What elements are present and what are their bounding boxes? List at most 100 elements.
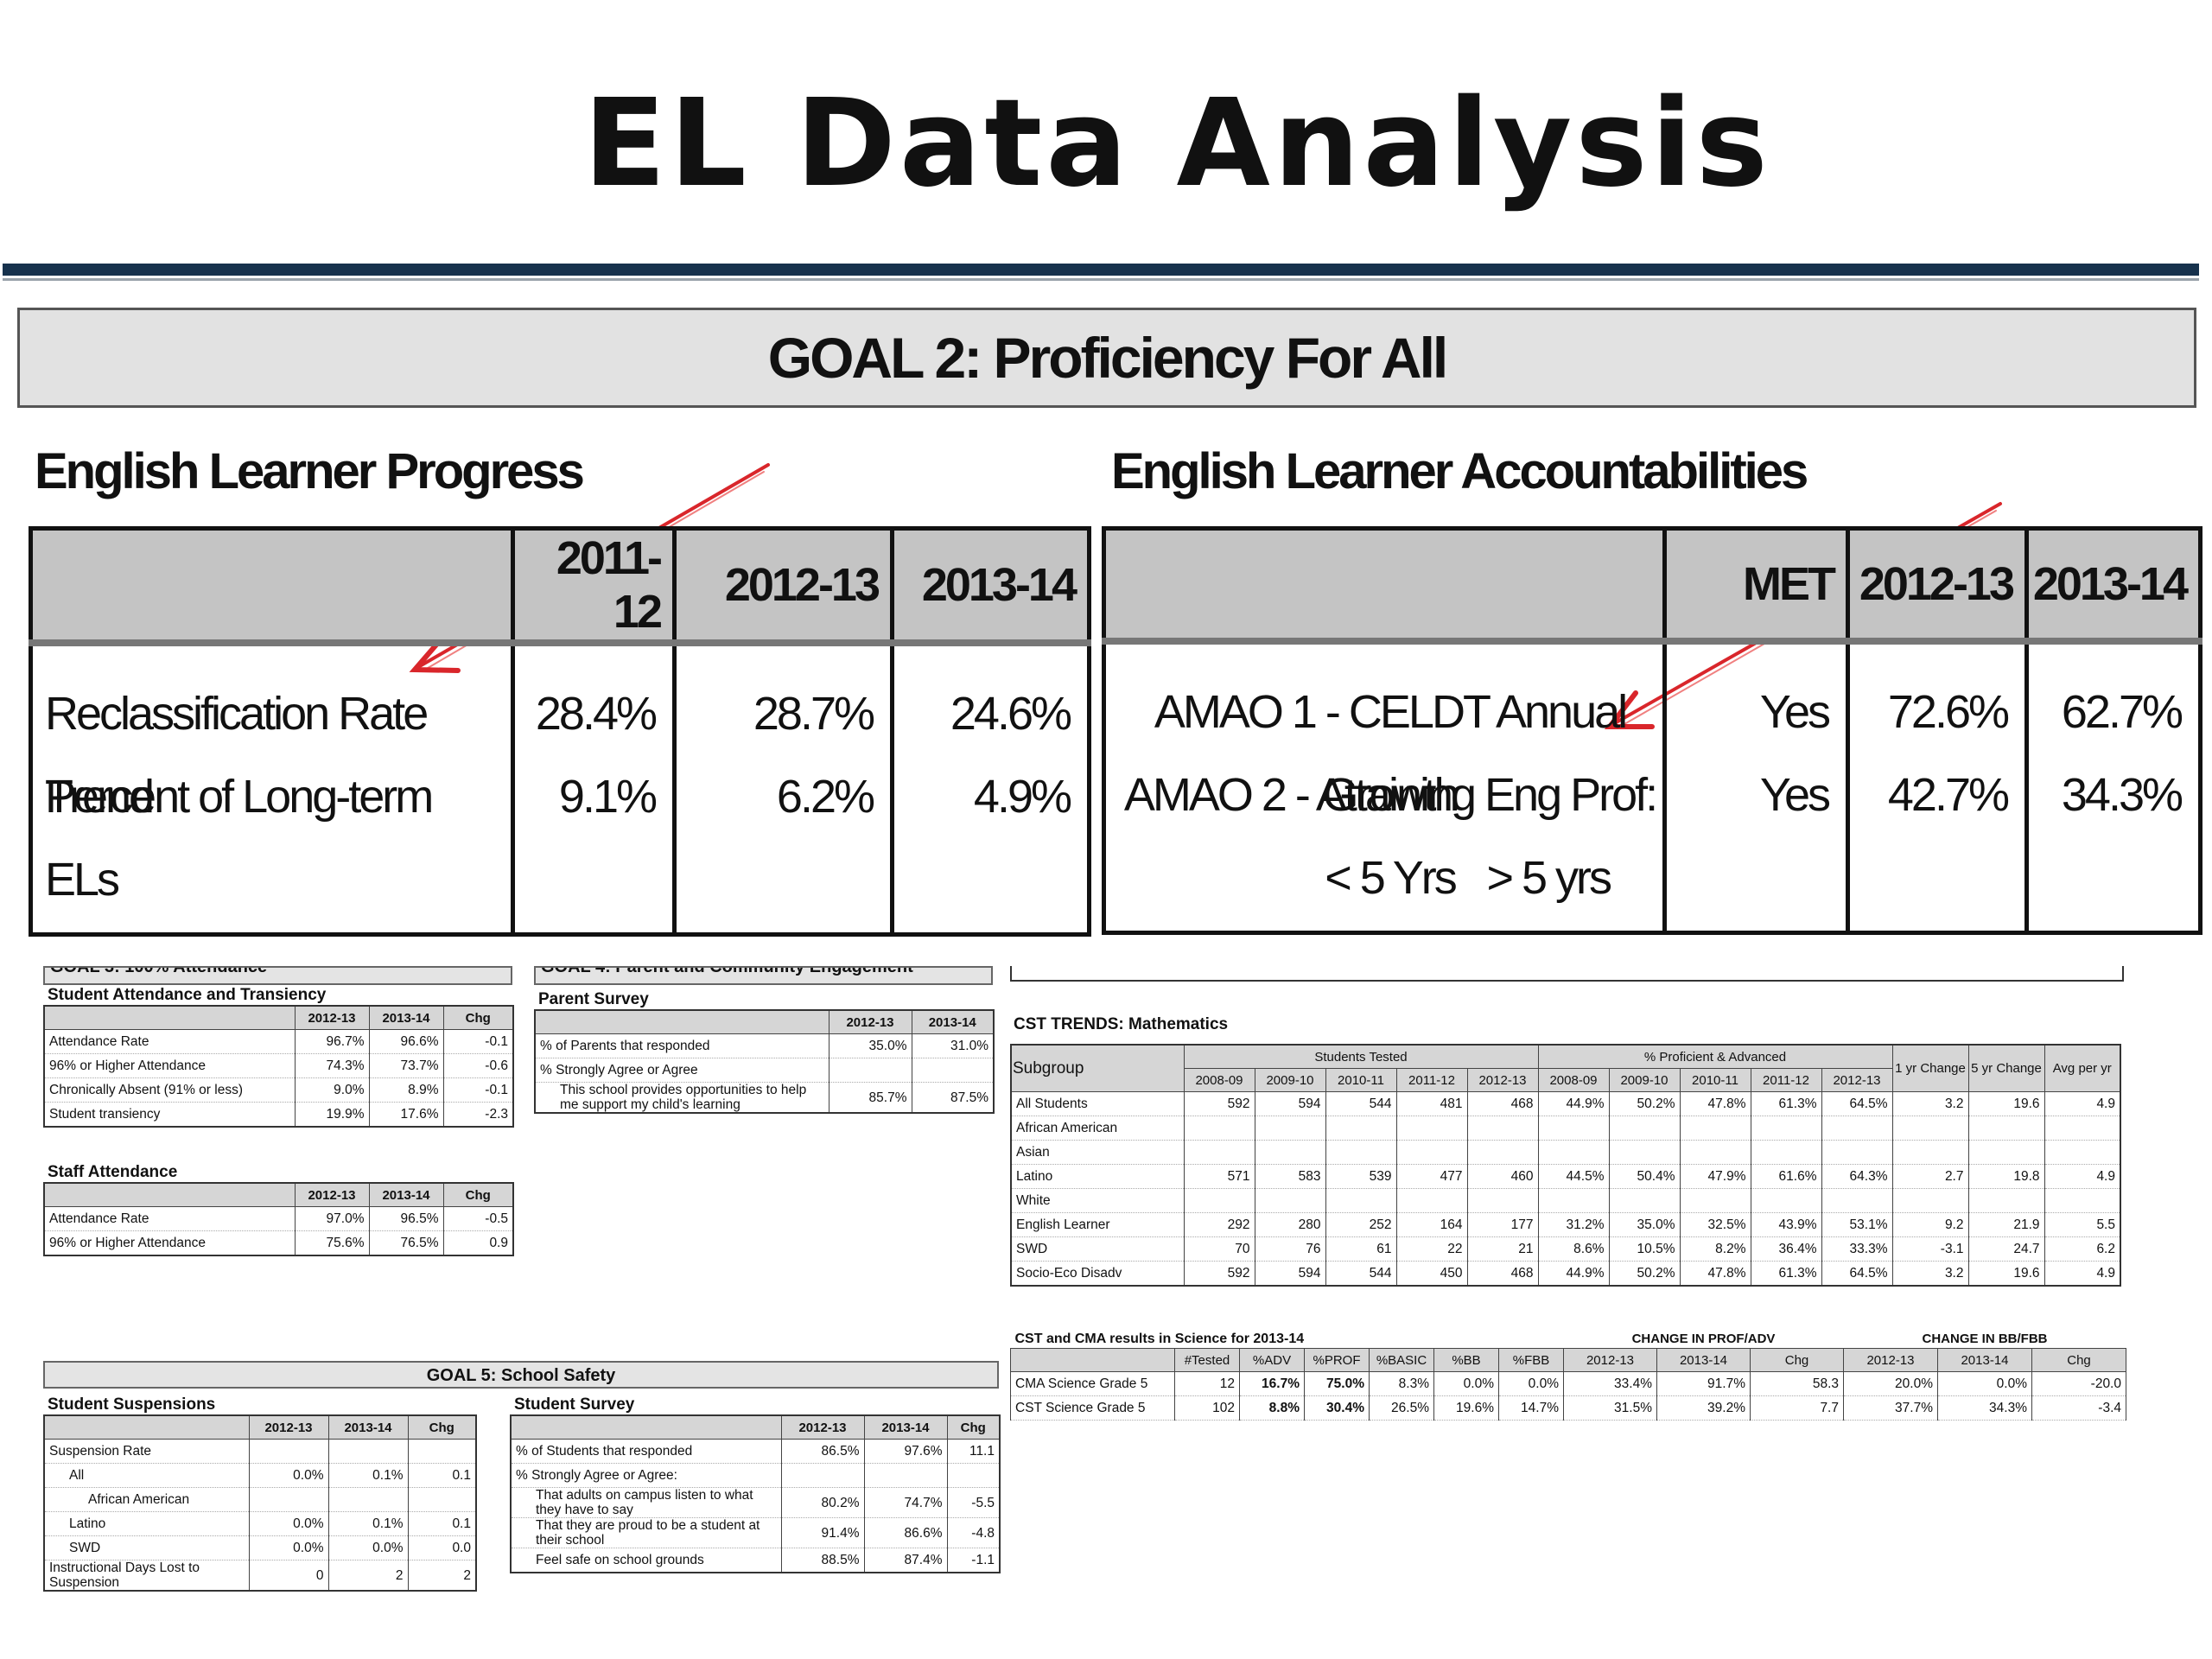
value: 61 <box>1325 1236 1397 1262</box>
column-header: Subgroup <box>1010 1044 1185 1092</box>
row-label: That adults on campus listen to what the… <box>510 1487 782 1518</box>
value: -0.5 <box>442 1206 514 1231</box>
value: 4.9 <box>2044 1261 2121 1287</box>
value: -1.1 <box>946 1548 1001 1573</box>
value: -3.4 <box>2031 1395 2126 1421</box>
row-label: CST Science Grade 5 <box>1010 1395 1175 1421</box>
value: 31.5% <box>1563 1395 1657 1421</box>
value <box>1967 1140 2045 1165</box>
row: That adults on campus listen to what the… <box>510 1487 1001 1518</box>
row: Latino 0.0% 0.1% 0.1 <box>43 1511 477 1536</box>
column-header: 2012-13 <box>780 1414 865 1440</box>
column-header: Chg <box>946 1414 1001 1440</box>
value: 47.8% <box>1679 1091 1751 1116</box>
table-title: Parent Survey <box>538 990 649 1008</box>
value: 544 <box>1325 1091 1397 1116</box>
column-header: 2012-13 <box>248 1414 329 1440</box>
row-label: Latino <box>43 1511 250 1536</box>
value: 9.2 <box>1891 1212 1969 1237</box>
value <box>1325 1116 1397 1141</box>
header-cell <box>43 1005 296 1030</box>
value: 450 <box>1395 1261 1468 1287</box>
value: 73.7% <box>368 1053 444 1078</box>
value: 75.0% <box>1304 1371 1370 1396</box>
column-header: 2013-14 <box>1937 1348 2032 1372</box>
value <box>2044 1188 2121 1213</box>
value: 64.5% <box>1821 1261 1893 1287</box>
value: -0.1 <box>442 1077 514 1103</box>
header-row: 2008-09 2009-10 2010-11 2011-12 2012-13 2008-… <box>1011 1068 2120 1092</box>
header-cell <box>29 526 515 646</box>
row: % Strongly Agree or Agree <box>534 1058 995 1083</box>
value: 75.6% <box>294 1230 370 1256</box>
value: 468 <box>1466 1091 1539 1116</box>
header-row: 2012-13 2013-14 <box>534 1009 995 1034</box>
value: 61.6% <box>1750 1164 1822 1189</box>
value <box>1183 1140 1255 1165</box>
column-header: 2010-11 <box>1679 1068 1751 1092</box>
row: African American <box>1010 1116 2121 1141</box>
section-heading: English Learner Accountabilities <box>1111 443 1808 499</box>
value <box>1183 1116 1255 1141</box>
group-header: Students Tested <box>1183 1044 1539 1069</box>
value <box>248 1439 329 1464</box>
group-header: CHANGE IN BB/FBB <box>1922 1331 2048 1346</box>
value <box>1325 1188 1397 1213</box>
value: 9.0% <box>294 1077 370 1103</box>
column-header: 2009-10 <box>1608 1068 1681 1092</box>
data-table: 2011-12 2012-13 2013-14 Reclassification Ra… <box>29 526 1091 937</box>
row-label: All Students <box>1010 1091 1185 1116</box>
value: Yes <box>1759 686 1831 738</box>
value: -4.8 <box>946 1517 1001 1548</box>
value <box>327 1439 409 1464</box>
value: 0.1 <box>407 1463 477 1488</box>
value <box>1679 1188 1751 1213</box>
value: 58.3 <box>1750 1371 1844 1396</box>
value: 0.1% <box>327 1511 409 1536</box>
column-header: 2013-14 <box>1656 1348 1751 1372</box>
column-header: 2012-13 <box>1563 1348 1657 1372</box>
value: 31.2% <box>1537 1212 1610 1237</box>
row: % of Students that responded 86.5% 97.6% 11… <box>510 1439 1001 1464</box>
value <box>1325 1140 1397 1165</box>
data-table: Subgroup Students Tested% Proficient & Ad… <box>1010 1044 2121 1287</box>
body-row: AMAO 1 - CELDT Annual Growth AMAO 2 - Att… <box>1102 641 2202 933</box>
value: 9.1% <box>558 771 658 823</box>
row-label: Chronically Absent (91% or less) <box>43 1077 296 1103</box>
value: 28.7% <box>753 688 875 740</box>
value <box>1254 1116 1326 1141</box>
value: -5.5 <box>946 1487 1001 1518</box>
value: 0.1 <box>407 1511 477 1536</box>
value: 74.3% <box>294 1053 370 1078</box>
row-label: > 5 yrs <box>1486 852 1612 904</box>
data-table: 2012-13 2013-14% of Parents that responde… <box>534 1009 995 1114</box>
value: 6.2% <box>776 771 875 823</box>
value <box>2044 1140 2121 1165</box>
value: 2 <box>407 1560 477 1592</box>
value: 0 <box>248 1560 329 1592</box>
cell: 24.6% 4.9% <box>890 643 1091 935</box>
value: 50.2% <box>1608 1091 1681 1116</box>
value: 583 <box>1254 1164 1326 1189</box>
value <box>1254 1140 1326 1165</box>
value <box>1395 1116 1468 1141</box>
value: 0.0 <box>407 1535 477 1560</box>
column-header: 2012-13 <box>1821 1068 1893 1092</box>
value: 28.4% <box>535 688 658 740</box>
value: 0.1% <box>327 1463 409 1488</box>
value <box>828 1058 912 1083</box>
table-title: Student Attendance and Transiency <box>48 986 327 1004</box>
value: 594 <box>1254 1261 1326 1287</box>
column-header: 2011-12 <box>1750 1068 1822 1092</box>
value: 4.9 <box>2044 1164 2121 1189</box>
row: Student transiency 19.9% 17.6% -2.3 <box>43 1102 514 1128</box>
column-header: Chg <box>2031 1348 2126 1372</box>
cut-table <box>1010 966 2124 982</box>
value: 42.7% <box>1887 769 2010 821</box>
value <box>946 1463 1001 1488</box>
value <box>1750 1116 1822 1141</box>
column-header: MET <box>1662 526 1850 645</box>
value: 592 <box>1183 1261 1255 1287</box>
row: Instructional Days Lost to Suspension 0 2 2 <box>43 1560 477 1592</box>
